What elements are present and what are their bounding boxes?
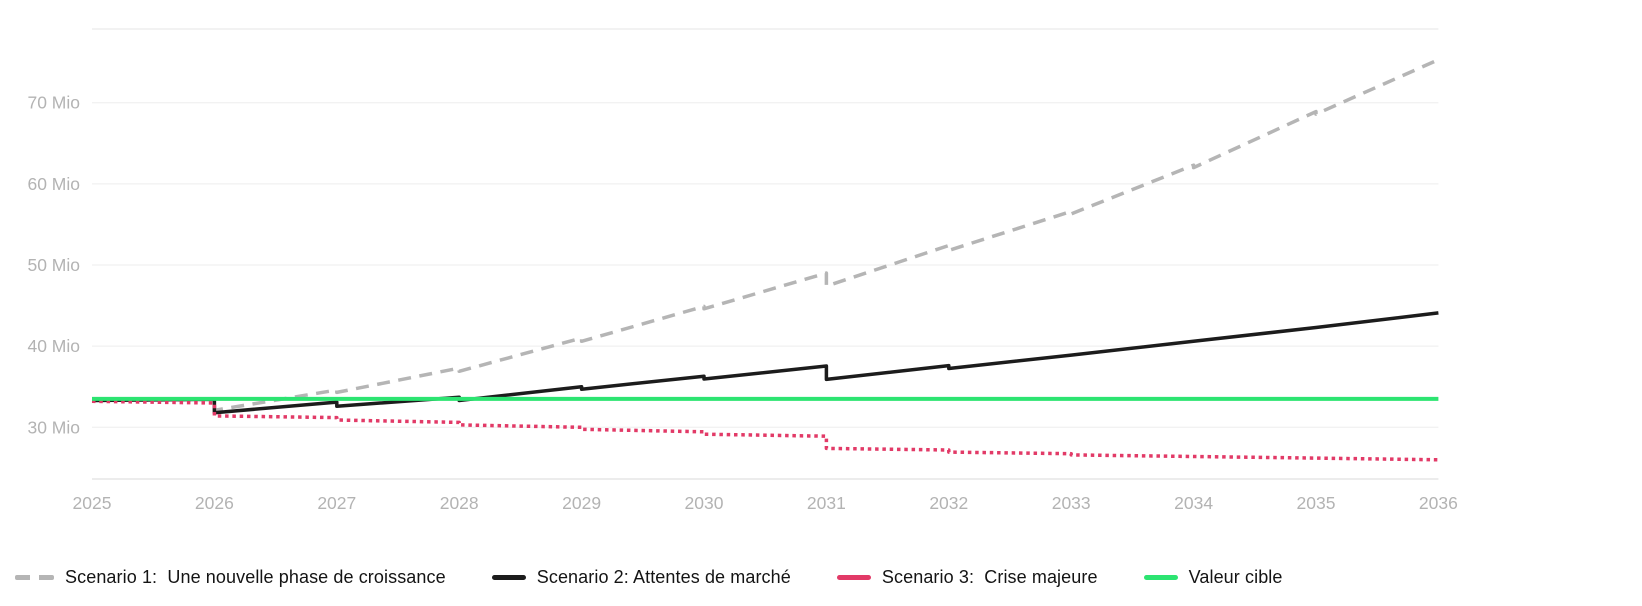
y-tick-label-40: 40 Mio	[27, 336, 80, 356]
series-line-scenario-2[interactable]	[91, 311, 1439, 415]
legend-swatch-valeur-cible-solid-line-icon	[1143, 574, 1178, 580]
x-tick-label-2034: 2034	[1174, 493, 1213, 513]
x-tick-label-2029: 2029	[562, 493, 601, 513]
x-tick-label-2031: 2031	[807, 493, 846, 513]
y-tick-label-30: 30 Mio	[27, 417, 80, 437]
legend-swatch-scenario-3-dotted-line-icon	[836, 574, 871, 580]
x-tick-label-2027: 2027	[317, 493, 356, 513]
legend-item-scenario-2[interactable]: Scenario 2: Attentes de marché	[491, 566, 791, 588]
legend-swatch-scenario-1-dashed-line-icon	[15, 574, 54, 580]
chart-legend: Scenario 1: Une nouvelle phase de croiss…	[15, 561, 1283, 593]
projection-chart: 30 Mio 40 Mio 50 Mio 60 Mio 70 Mio 2025 2026 20…	[27, 28, 1458, 513]
legend-label-scenario-3: Scenario 3: Crise majeure	[881, 566, 1098, 587]
x-tick-label-2033: 2033	[1052, 493, 1091, 513]
legend-item-scenario-3[interactable]: Scenario 3: Crise majeure	[836, 566, 1098, 588]
x-tick-label-2035: 2035	[1297, 493, 1336, 513]
x-tick-label-2030: 2030	[685, 493, 724, 513]
y-tick-label-50: 50 Mio	[27, 255, 80, 275]
y-tick-label-70: 70 Mio	[27, 93, 80, 113]
legend-label-scenario-1: Scenario 1: Une nouvelle phase de croiss…	[65, 566, 446, 587]
series-line-scenario-3[interactable]	[91, 399, 1439, 462]
legend-item-scenario-1[interactable]: Scenario 1: Une nouvelle phase de croiss…	[15, 567, 446, 588]
legend-swatch-scenario-2-solid-line-icon	[491, 574, 526, 580]
x-tick-label-2025: 2025	[73, 493, 112, 513]
x-tick-label-2028: 2028	[440, 493, 479, 513]
x-tick-label-2026: 2026	[195, 493, 234, 513]
legend-item-valeur-cible[interactable]: Valeur cible	[1143, 566, 1283, 588]
x-tick-label-2032: 2032	[929, 493, 968, 513]
legend-label-valeur-cible: Valeur cible	[1188, 566, 1283, 587]
series-line-scenario-1[interactable]	[91, 58, 1440, 413]
y-tick-label-60: 60 Mio	[27, 174, 80, 194]
x-tick-label-2036: 2036	[1419, 493, 1458, 513]
legend-label-scenario-2: Scenario 2: Attentes de marché	[536, 566, 791, 587]
